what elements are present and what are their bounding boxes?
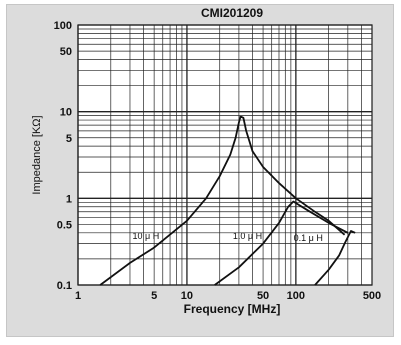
impedance-curves: [99, 115, 356, 286]
chart-title: CMI201209: [201, 6, 263, 20]
x-tick-label: 500: [363, 290, 381, 302]
y-axis-label: Impedance [KΩ]: [31, 115, 43, 194]
y-tick-label: 10: [60, 107, 72, 119]
x-tick-label: 50: [257, 290, 269, 302]
x-tick-label: 5: [151, 290, 157, 302]
y-tick-label: 5: [66, 133, 72, 145]
y-tick-label: 1: [66, 193, 72, 205]
plot-area: [77, 24, 373, 286]
impedance-curve-1: [99, 115, 346, 286]
y-tick-label: 50: [60, 46, 72, 58]
curve-label: 1.0 μ H: [233, 231, 262, 241]
curve-labels: 10 μ H 1.0 μ H 0.1 μ H: [133, 231, 323, 243]
curve-label: 10 μ H: [133, 231, 160, 241]
y-tick-label: 0.1: [57, 280, 72, 292]
y-tick-label: 0.5: [57, 219, 72, 231]
x-axis-label: Frequency [MHz]: [184, 302, 281, 316]
y-tick-label: 100: [54, 20, 72, 32]
impedance-curve-3: [314, 230, 356, 286]
tick-labels: 1 5 10 50 100 500 0.1 0.5 1 5 10 50 100: [54, 20, 382, 302]
x-tick-label: 10: [181, 290, 193, 302]
x-tick-label: 100: [287, 290, 305, 302]
curve-label: 0.1 μ H: [294, 233, 323, 243]
x-tick-label: 1: [75, 290, 81, 302]
impedance-curve-2: [214, 200, 349, 286]
grid-lines: [77, 24, 373, 286]
